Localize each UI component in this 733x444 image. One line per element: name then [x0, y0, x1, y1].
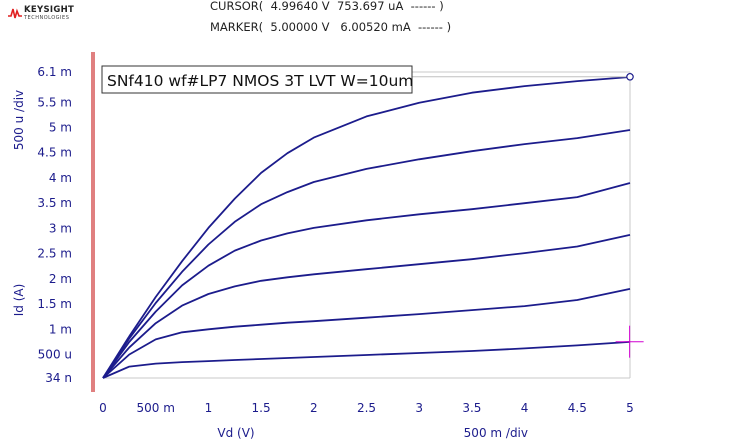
- keysight-logo: KEYSIGHT TECHNOLOGIES: [8, 5, 88, 27]
- axis-labels: SNf410 wf#LP7 NMOS 3T LVT W=10um Vd (V) 50…: [12, 65, 528, 440]
- chart-title-box: [101, 65, 413, 94]
- x-tick-label: 1.5: [252, 401, 271, 415]
- y-div-label: 500 u /div: [12, 90, 26, 150]
- x-tick-label: 2: [310, 401, 318, 415]
- series-line-5: [102, 129, 631, 379]
- y-tick-label: 6.1 m: [37, 65, 72, 79]
- y-tick-label: 500 u: [38, 347, 72, 361]
- series-line-1: [102, 341, 631, 379]
- x-tick-label: 2.5: [357, 401, 376, 415]
- x-tick-label: 4.5: [568, 401, 587, 415]
- x-axis-label: Vd (V): [217, 426, 254, 440]
- y-tick-label: 5.5 m: [37, 95, 72, 109]
- y-tick-label: 4 m: [49, 171, 72, 185]
- y-tick-label: 4.5 m: [37, 146, 72, 160]
- y-tick-label: 5 m: [49, 120, 72, 134]
- x-tick-label: 3: [415, 401, 423, 415]
- overlays: [103, 72, 644, 358]
- chart-title: SNf410 wf#LP7 NMOS 3T LVT W=10um: [107, 72, 413, 90]
- y-tick-label: 2 m: [49, 272, 72, 286]
- cursor-readout: CURSOR( 4.99640 V 753.697 uA ------ ): [210, 0, 444, 13]
- logo-subtext: TECHNOLOGIES: [24, 15, 70, 21]
- series-line-3: [102, 234, 631, 379]
- series-line-2: [102, 288, 631, 379]
- marker-point[interactable]: [626, 72, 634, 81]
- left-limit-bar: [91, 52, 95, 392]
- series-line-6: [102, 76, 631, 379]
- y-tick-label: 1 m: [49, 322, 72, 336]
- traces: [102, 76, 631, 379]
- x-tick-label: 1: [205, 401, 213, 415]
- y-axis-label: Id (A): [12, 284, 26, 317]
- x-div-label: 500 m /div: [464, 426, 528, 440]
- marker-readout: MARKER( 5.00000 V 6.00520 mA ------ ): [210, 20, 452, 34]
- x-tick-label: 4: [521, 401, 529, 415]
- x-tick-label: 0: [99, 401, 107, 415]
- x-tick-label: 3.5: [462, 401, 481, 415]
- logo-text: KEYSIGHT: [24, 5, 75, 15]
- x-tick-labels: 0 500 m 1 1.5 2 2.5 3 3.5 4 4.5 5: [99, 401, 634, 415]
- keysight-wave-icon: [8, 8, 22, 19]
- series-line-4: [102, 182, 631, 379]
- y-tick-label: 1.5 m: [37, 297, 72, 311]
- x-tick-label: 500 m: [136, 401, 174, 415]
- y-tick-label: 2.5 m: [37, 247, 72, 261]
- x-tick-label: 5: [626, 401, 634, 415]
- y-tick-label: 34 n: [45, 371, 72, 385]
- y-tick-labels: 34 n 500 u 1 m 1.5 m 2 m 2.5 m 3 m 3.5 m 4 m 4.5 …: [37, 65, 72, 385]
- y-tick-label: 3.5 m: [37, 196, 72, 210]
- y-tick-label: 3 m: [49, 221, 72, 235]
